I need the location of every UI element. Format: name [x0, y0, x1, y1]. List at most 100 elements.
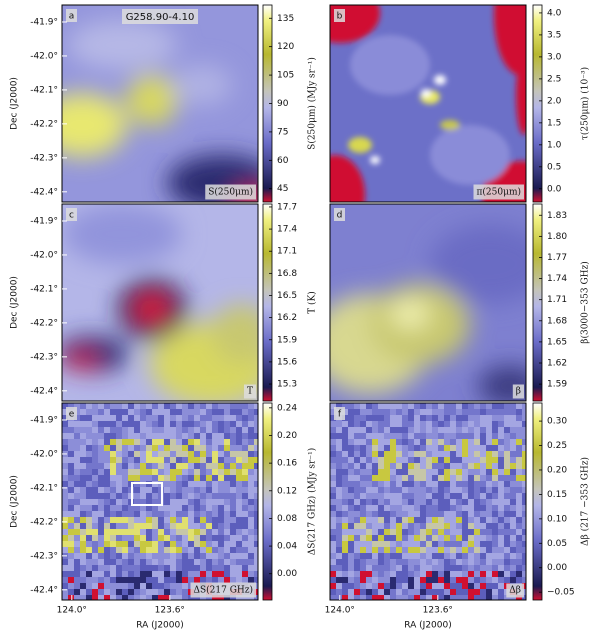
map-pixel: [170, 445, 177, 452]
map-pixel: [200, 463, 207, 470]
panel-letter-box: [334, 9, 345, 22]
map-pixel: [390, 439, 397, 446]
map-pixel: [116, 583, 123, 590]
map-pixel: [182, 469, 189, 476]
map-pixel: [420, 529, 427, 536]
map-pixel: [372, 403, 379, 410]
map-pixel: [194, 427, 201, 434]
map-pixel: [122, 493, 129, 500]
map-pixel: [366, 469, 373, 476]
map-pixel: [438, 439, 445, 446]
map-pixel: [182, 433, 189, 440]
map-pixel: [254, 481, 258, 488]
map-pixel: [206, 481, 213, 488]
map-pixel: [224, 433, 231, 440]
colorbar-tick-label: 1.71: [547, 295, 567, 305]
x-axis-label: RA (J2000): [136, 621, 184, 631]
map-pixel: [74, 415, 81, 422]
map-pixel: [348, 469, 355, 476]
colorbar-tick-label: 15.6: [277, 357, 297, 367]
map-pixel: [110, 415, 117, 422]
map-pixel: [212, 445, 219, 452]
map-pixel: [426, 535, 433, 542]
map-pixel: [98, 487, 105, 494]
map-pixel: [420, 511, 427, 518]
map-pixel: [522, 511, 526, 518]
map-pixel: [146, 541, 153, 548]
map-pixel: [218, 577, 225, 584]
map-pixel: [492, 583, 499, 590]
map-pixel: [122, 487, 129, 494]
map-pixel: [444, 511, 451, 518]
map-pixel: [86, 463, 93, 470]
map-pixel: [110, 403, 117, 410]
map-pixel: [212, 499, 219, 506]
map-pixel: [164, 565, 171, 572]
map-pixel: [158, 439, 165, 446]
map-pixel: [336, 445, 343, 452]
map-pixel: [218, 457, 225, 464]
map-pixel: [414, 541, 421, 548]
map-pixel: [176, 463, 183, 470]
map-pixel: [480, 409, 487, 416]
x-tick-label: 124.0°: [57, 606, 87, 616]
map-pixel: [444, 499, 451, 506]
map-pixel: [74, 577, 81, 584]
map-pixel: [212, 565, 219, 572]
map-pixel: [426, 529, 433, 536]
map-pixel: [420, 517, 427, 524]
map-pixel: [218, 529, 225, 536]
map-pixel: [372, 457, 379, 464]
map-pixel: [116, 523, 123, 530]
map-pixel: [336, 517, 343, 524]
map-pixel: [348, 463, 355, 470]
map-pixel: [330, 445, 337, 452]
map-pixel: [86, 571, 93, 578]
map-pixel: [468, 439, 475, 446]
map-pixel: [348, 541, 355, 548]
map-pixel: [408, 487, 415, 494]
map-pixel: [468, 541, 475, 548]
map-pixel: [176, 547, 183, 554]
map-pixel: [504, 523, 511, 530]
map-pixel: [104, 547, 111, 554]
map-pixel: [330, 409, 337, 416]
map-pixel: [360, 535, 367, 542]
map-pixel: [426, 457, 433, 464]
colorbar-label: ΔS(217 GHz) (MJy sr⁻¹): [307, 448, 318, 555]
map-pixel: [492, 451, 499, 458]
map-pixel: [116, 493, 123, 500]
map-pixel: [396, 589, 403, 596]
map-pixel: [372, 451, 379, 458]
map-pixel: [480, 481, 487, 488]
map-pixel: [242, 409, 249, 416]
map-pixel: [390, 571, 397, 578]
map-pixel: [122, 457, 129, 464]
map-pixel: [420, 541, 427, 548]
map-pixel: [408, 469, 415, 476]
map-pixel: [510, 463, 517, 470]
map-pixel: [110, 559, 117, 566]
map-pixel: [164, 421, 171, 428]
map-pixel: [432, 571, 439, 578]
map-pixel: [194, 529, 201, 536]
map-pixel: [336, 427, 343, 434]
map-pixel: [200, 445, 207, 452]
map-pixel: [248, 457, 255, 464]
map-pixel: [146, 499, 153, 506]
map-pixel: [402, 511, 409, 518]
map-pixel: [194, 421, 201, 428]
map-pixel: [408, 553, 415, 560]
map-pixel: [122, 511, 129, 518]
map-pixel: [486, 415, 493, 422]
map-pixel: [426, 565, 433, 572]
map-pixel: [122, 595, 129, 600]
map-pixel: [92, 565, 99, 572]
map-pixel: [170, 505, 177, 512]
map-pixel: [200, 403, 207, 410]
map-pixel: [342, 535, 349, 542]
map-pixel: [254, 547, 258, 554]
map-pixel: [104, 529, 111, 536]
map-pixel: [140, 589, 147, 596]
map-pixel: [390, 541, 397, 548]
